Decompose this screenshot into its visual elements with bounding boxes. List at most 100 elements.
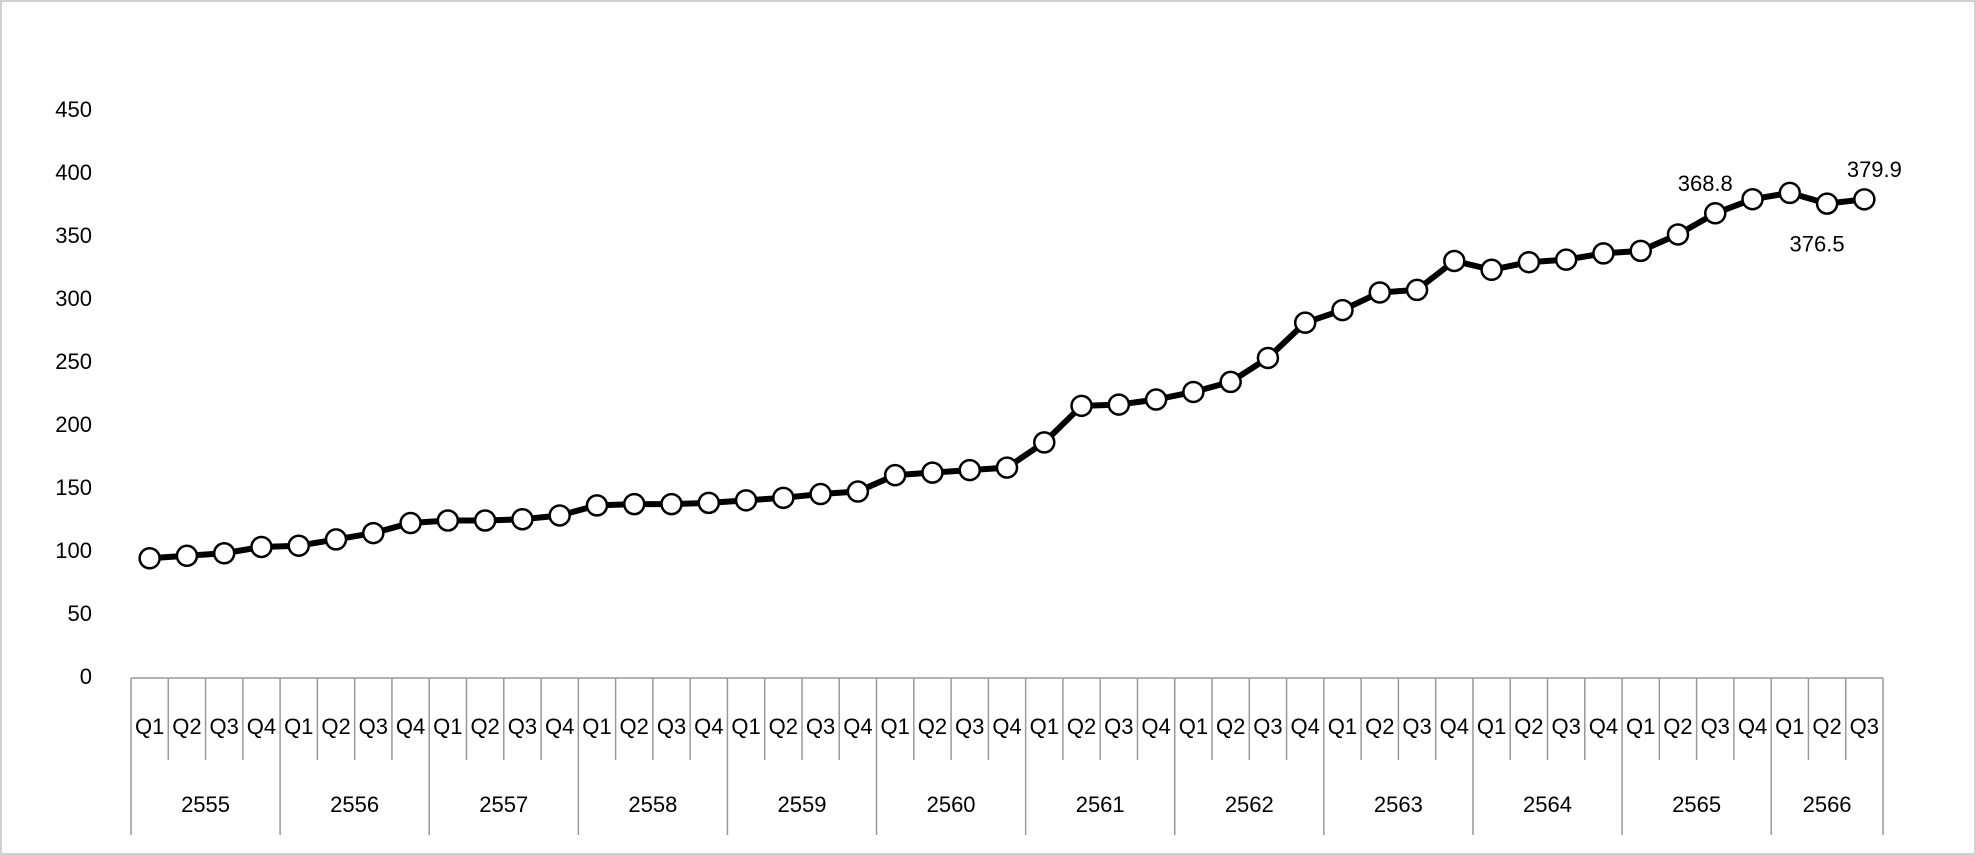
x-tick-label: Q2 [1365,714,1394,739]
x-tick-label: Q4 [396,714,425,739]
group-label: 2557 [479,792,528,817]
group-label: 2562 [1225,792,1274,817]
data-point [660,492,683,516]
x-tick-label: Q1 [1030,714,1059,739]
data-point [175,544,199,568]
x-tick-label: Q3 [210,714,239,739]
data-point [1443,249,1466,273]
group-label: 2558 [628,792,677,817]
x-tick-label: Q2 [172,714,201,739]
y-tick-label: 100 [55,538,92,563]
x-tick-label: Q1 [433,714,462,739]
x-tick-label: Q3 [1701,714,1730,739]
x-tick-label: Q3 [806,714,835,739]
x-tick-label: Q4 [1440,714,1469,739]
x-tick-label: Q3 [657,714,686,739]
y-tick-label: 150 [55,475,92,500]
x-tick-label: Q1 [1328,714,1357,739]
group-label: 2566 [1803,792,1852,817]
data-point [212,542,236,565]
y-tick-label: 0 [80,664,92,689]
data-point [1182,380,1205,404]
x-tick-label: Q3 [1253,714,1282,739]
x-tick-label: Q3 [1402,714,1431,739]
x-tick-label: Q2 [1514,714,1543,739]
x-tick-label: Q1 [880,714,909,739]
data-point [436,509,460,532]
data-point [734,489,758,512]
data-point [548,504,571,527]
data-point [1554,248,1578,271]
x-tick-label: Q1 [1477,714,1506,739]
x-tick-label: Q4 [247,714,276,739]
group-label: 2563 [1374,792,1423,817]
data-point [324,528,348,551]
data-point [1741,187,1764,211]
data-label: 368.8 [1678,171,1733,196]
x-tick-label: Q2 [321,714,350,739]
data-point [697,491,721,515]
x-tick-label: Q2 [620,714,649,739]
y-tick-label: 300 [55,286,92,311]
group-label: 2565 [1672,792,1721,817]
x-tick-label: Q2 [1216,714,1245,739]
group-label: 2560 [927,792,976,817]
x-tick-label: Q4 [545,714,574,739]
data-point [1219,370,1242,394]
x-tick-label: Q1 [284,714,313,739]
data-point [585,494,609,517]
data-point [1815,192,1839,215]
data-point [995,456,1019,479]
data-point [362,521,385,545]
x-tick-label: Q1 [1626,714,1655,739]
x-tick-label: Q4 [1589,714,1618,739]
group-label: 2555 [181,792,230,817]
data-point [1256,346,1280,370]
x-tick-label: Q4 [843,714,872,739]
data-point [1144,388,1168,411]
data-point [1592,242,1615,265]
x-tick-label: Q1 [582,714,611,739]
data-point [809,482,832,506]
data-point [921,461,944,484]
data-point [1033,431,1056,454]
x-tick-label: Q3 [1551,714,1580,739]
x-tick-label: Q2 [1663,714,1692,739]
data-point [772,486,795,510]
data-point [1704,202,1727,225]
group-label: 2556 [330,792,379,817]
data-label: 376.5 [1790,231,1845,256]
x-tick-label: Q3 [955,714,984,739]
data-point [1853,188,1876,211]
data-point [1107,393,1131,416]
group-label: 2559 [778,792,827,817]
x-tick-label: Q2 [1067,714,1096,739]
data-point [138,547,161,570]
x-tick-label: Q4 [1291,714,1320,739]
x-tick-label: Q1 [731,714,760,739]
x-tick-label: Q1 [135,714,164,739]
data-point [1666,223,1690,246]
data-point [1405,278,1429,302]
data-point [622,492,646,516]
y-tick-label: 250 [55,349,92,374]
x-tick-label: Q4 [694,714,723,739]
data-point [250,535,273,559]
x-tick-label: Q4 [1141,714,1170,739]
data-point [1293,311,1317,334]
data-point [1070,394,1093,418]
y-tick-label: 350 [55,223,92,248]
x-tick-label: Q1 [1775,714,1804,739]
data-point [958,458,981,482]
y-tick-label: 450 [55,97,92,122]
x-tick-label: Q3 [359,714,388,739]
x-tick-label: Q4 [1738,714,1767,739]
data-point [287,534,310,557]
y-tick-label: 200 [55,412,92,437]
x-tick-label: Q4 [992,714,1021,739]
x-tick-label: Q2 [918,714,947,739]
data-point [511,507,534,531]
data-point [846,480,870,503]
data-point [1368,281,1392,304]
